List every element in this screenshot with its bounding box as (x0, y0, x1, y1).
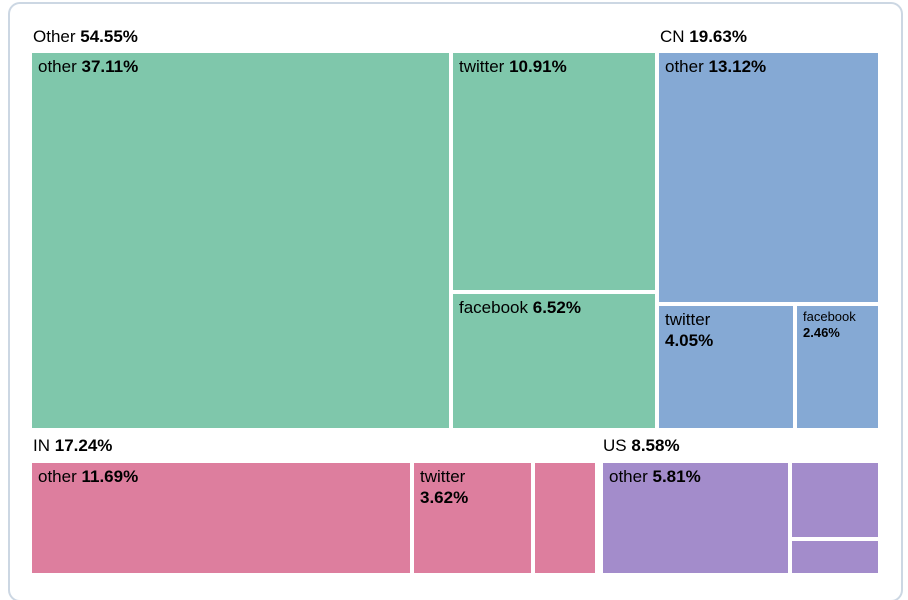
group-pct: 17.24% (54, 436, 113, 455)
cell-pct: 2.46% (803, 325, 840, 340)
group-pct: 54.55% (80, 27, 138, 46)
cell-name: twitter (665, 310, 711, 329)
cell-name: other (38, 467, 77, 486)
group-label-other: Other 54.55% (33, 27, 138, 46)
cell-pct: 5.81% (652, 467, 701, 486)
group-name: CN (660, 27, 685, 46)
group-pct: 8.58% (631, 436, 680, 455)
treemap-cell-us-unlabeled-bottom[interactable] (792, 541, 878, 573)
cell-pct: 13.12% (708, 57, 767, 76)
treemap-cell-in-other[interactable]: other 11.69% (32, 463, 410, 573)
cell-name: twitter (420, 467, 466, 486)
group-name: IN (33, 436, 50, 455)
treemap-cell-other-twitter[interactable]: twitter 10.91% (453, 53, 655, 290)
cell-name: other (38, 57, 77, 76)
cell-pct: 10.91% (509, 57, 567, 76)
cell-pct: 6.52% (532, 298, 581, 317)
treemap-cell-in-unlabeled[interactable] (535, 463, 595, 573)
cell-name: facebook (459, 298, 528, 317)
cell-name: other (609, 467, 648, 486)
group-name: Other (33, 27, 76, 46)
treemap-cell-cn-twitter[interactable]: twitter 4.05% (659, 306, 793, 428)
treemap-cell-us-other[interactable]: other 5.81% (603, 463, 788, 573)
treemap-cell-other-other[interactable]: other 37.11% (32, 53, 449, 428)
cell-pct: 4.05% (665, 331, 714, 350)
group-label-in: IN 17.24% (33, 436, 112, 455)
treemap-cell-cn-facebook[interactable]: facebook 2.46% (797, 306, 878, 428)
cell-pct: 3.62% (420, 488, 469, 507)
cell-name: twitter (459, 57, 505, 76)
group-pct: 19.63% (689, 27, 747, 46)
group-name: US (603, 436, 627, 455)
group-label-cn: CN 19.63% (660, 27, 747, 46)
treemap-cell-cn-other[interactable]: other 13.12% (659, 53, 878, 302)
treemap-cell-other-facebook[interactable]: facebook 6.52% (453, 294, 655, 428)
cell-name: other (665, 57, 704, 76)
cell-pct: 37.11% (81, 57, 139, 76)
cell-pct: 11.69% (81, 467, 139, 486)
cell-name: facebook (803, 309, 856, 324)
group-label-us: US 8.58% (603, 436, 680, 455)
treemap-cell-in-twitter[interactable]: twitter 3.62% (414, 463, 531, 573)
treemap-cell-us-unlabeled-top[interactable] (792, 463, 878, 537)
